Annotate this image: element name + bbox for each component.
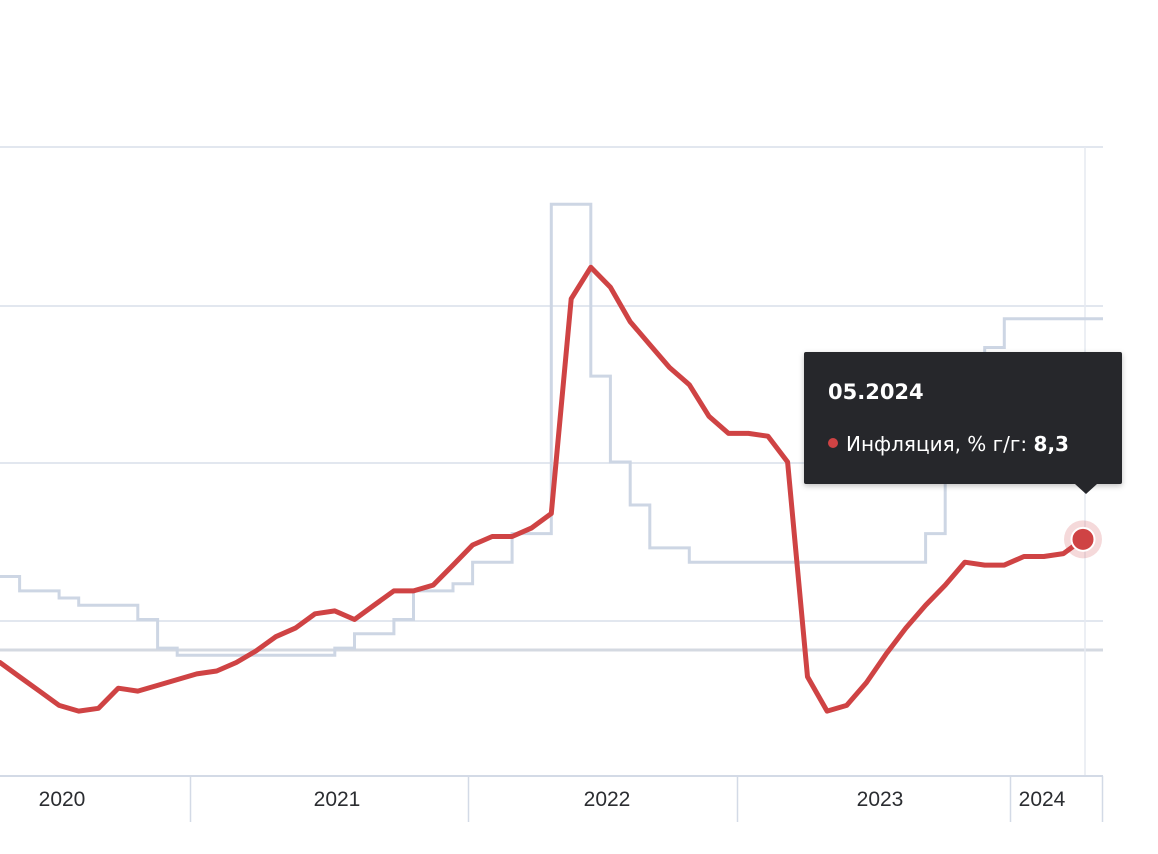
x-tick-label: 2021 <box>314 788 361 811</box>
inflation-line <box>0 264 1086 714</box>
series-dot-icon <box>828 438 838 448</box>
hover-marker-point[interactable] <box>1070 526 1096 552</box>
hover-marker-group <box>1064 520 1102 559</box>
tooltip: 05.2024 Инфляция, % г/г: 8,3 <box>804 352 1122 494</box>
tooltip-series-label: Инфляция, % г/г: <box>846 432 1034 456</box>
x-tick-label: 2020 <box>39 788 86 811</box>
tooltip-value: 8,3 <box>1033 432 1069 456</box>
x-tick-label: 2022 <box>584 788 631 811</box>
key-rate-series <box>0 202 1103 657</box>
inflation-series <box>0 264 1086 714</box>
key-rate-line <box>0 202 1103 657</box>
x-tick-label: 2024 <box>1019 788 1066 811</box>
x-tick-label: 2023 <box>857 788 904 811</box>
x-axis: 2020 2021 2022 2023 2024 <box>0 775 1104 822</box>
tooltip-row: Инфляция, % г/г: 8,3 <box>828 430 1098 458</box>
tooltip-date: 05.2024 <box>828 380 924 404</box>
